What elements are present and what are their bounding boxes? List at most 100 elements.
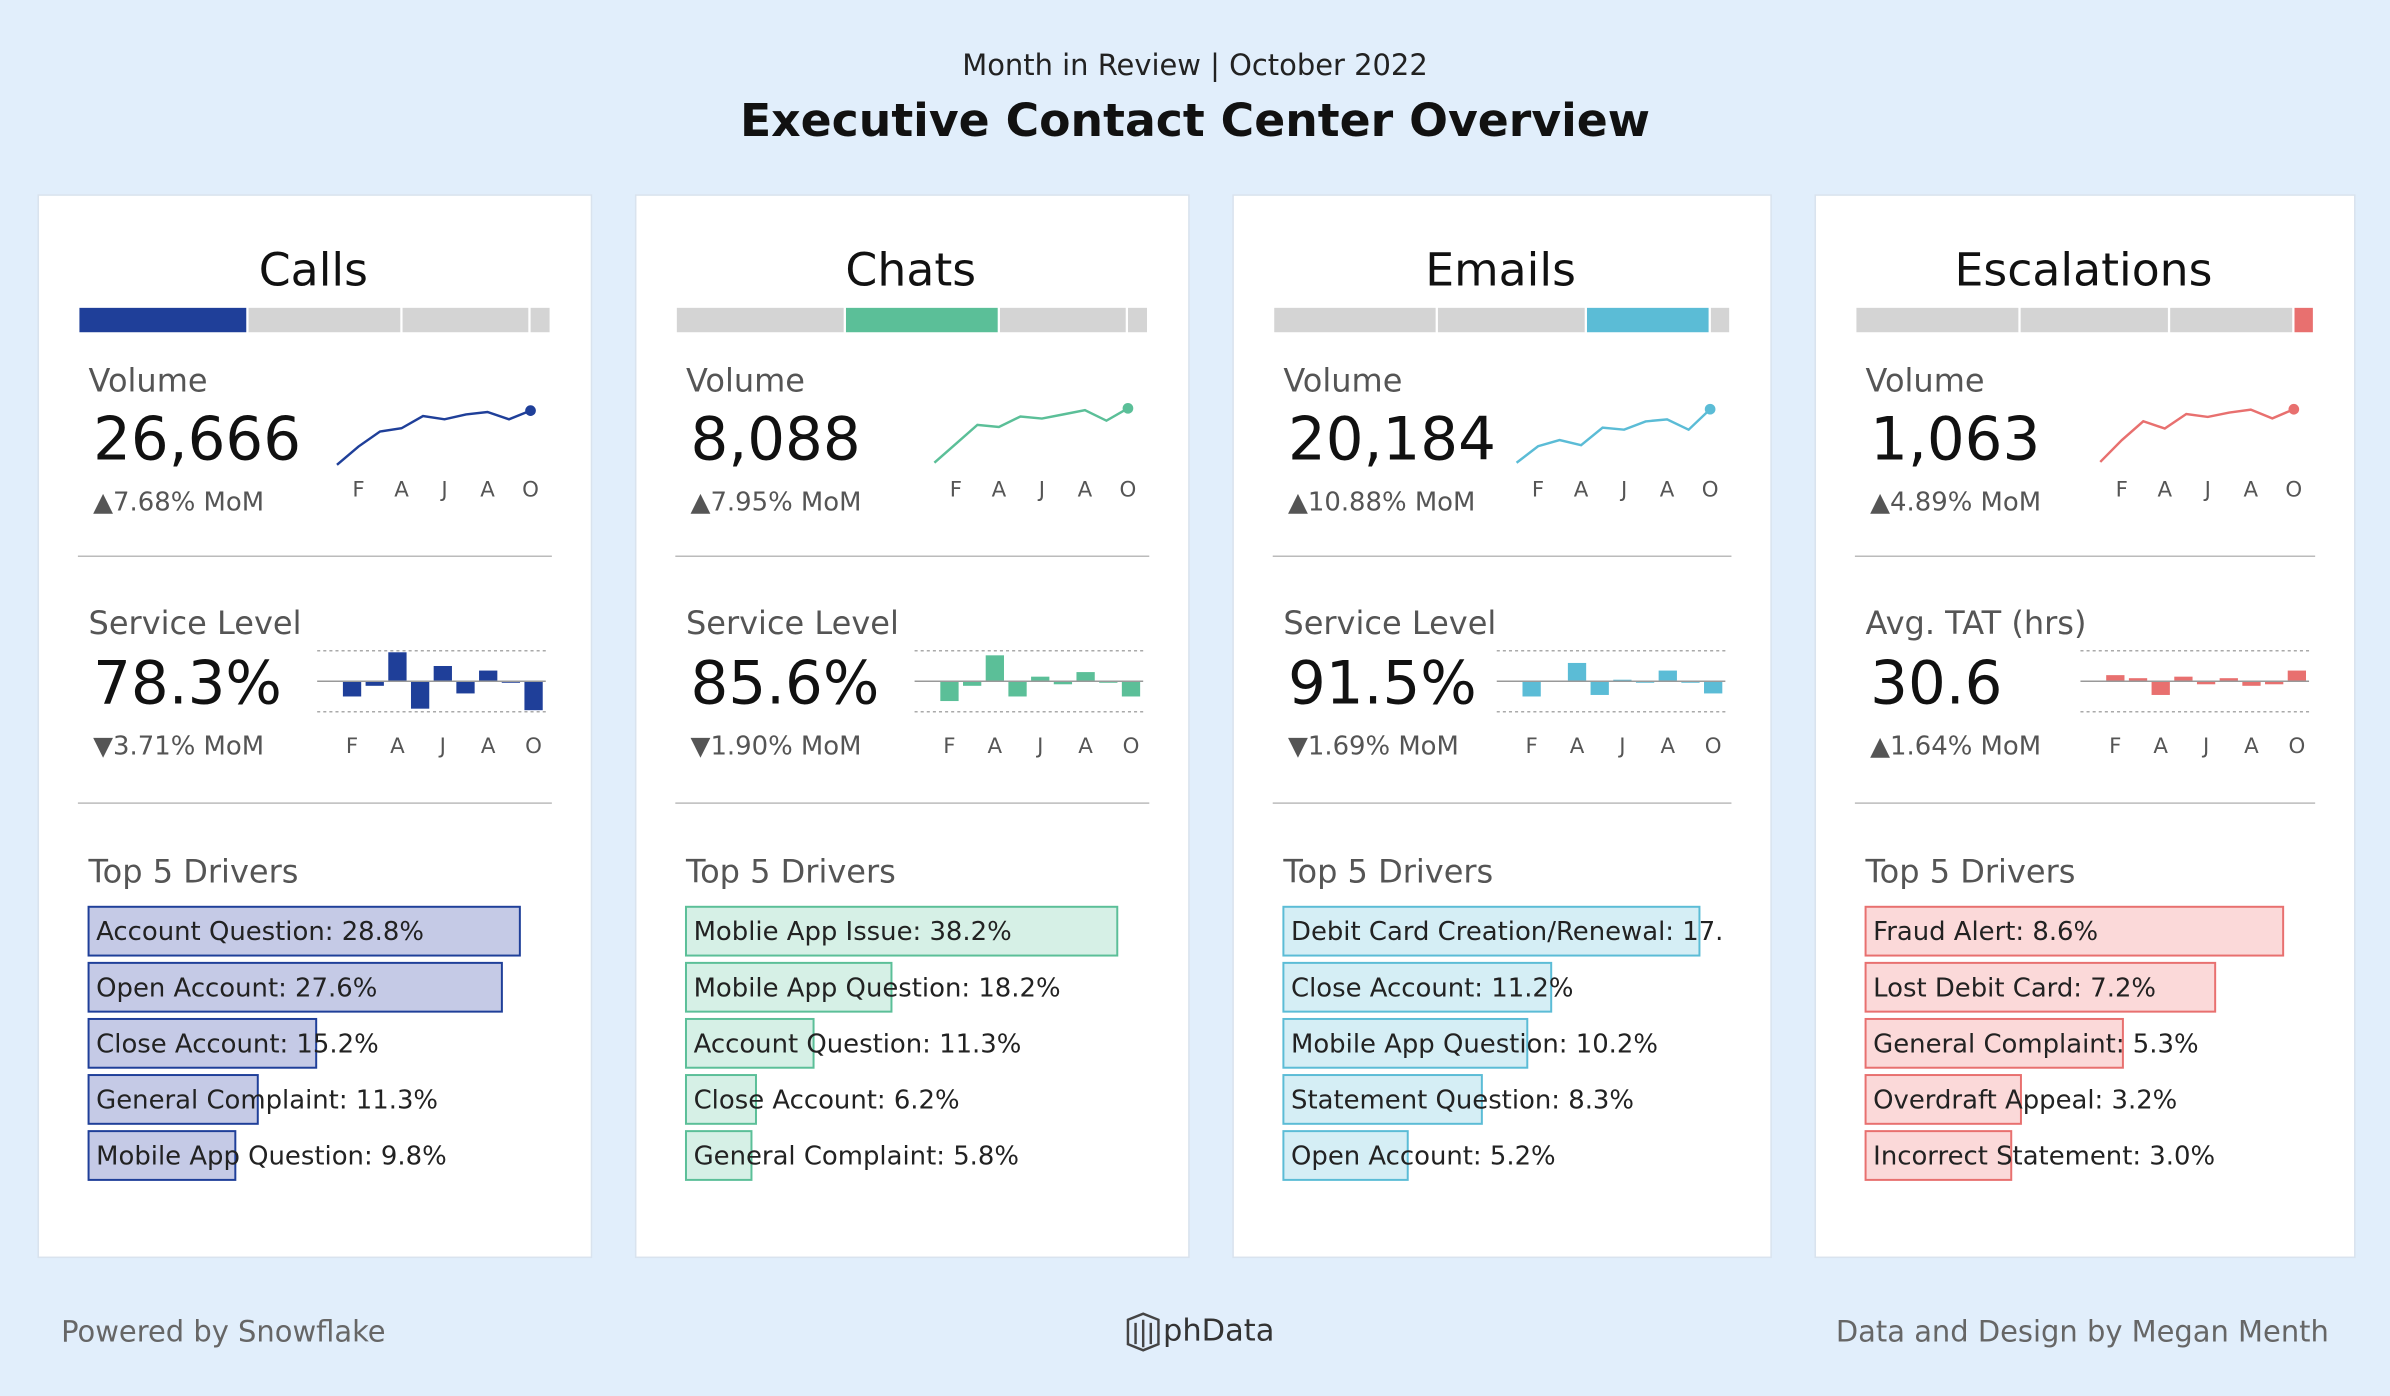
driver-bar: [1864, 1017, 2124, 1069]
month-label: A: [1660, 734, 1675, 759]
deviation-bar: [2219, 678, 2238, 682]
metric-value: 20,184: [1288, 406, 1496, 475]
driver-label: Overdraft Appeal: 3.2%: [1873, 1085, 2177, 1115]
metric-label: Volume: [1866, 362, 1985, 400]
month-label: O: [525, 734, 542, 759]
month-label: A: [480, 478, 495, 503]
deviation-bar: [456, 681, 475, 694]
subtitle: Month in Review | October 2022: [962, 48, 1428, 82]
deviation-bar: [524, 681, 543, 711]
month-label: O: [2285, 478, 2302, 503]
month-label: J: [1037, 478, 1045, 503]
metric-value: 26,666: [93, 406, 301, 475]
metric-value: 8,088: [691, 406, 861, 475]
title: Executive Contact Center Overview: [740, 94, 1650, 147]
metric-change: ▲10.88% MoM: [1288, 487, 1475, 517]
driver-label: Account Question: 28.8%: [96, 917, 424, 947]
driver-bar: [1282, 1130, 1409, 1181]
drivers-title: Top 5 Drivers: [1865, 852, 2076, 890]
month-label: O: [2288, 734, 2305, 759]
month-label: J: [1619, 478, 1627, 503]
month-label: F: [2109, 734, 2121, 759]
driver-label: Mobile App Question: 10.2%: [1291, 1029, 1658, 1059]
driver-label: Moblie App Issue: 38.2%: [694, 917, 1012, 947]
strip-segment: [676, 307, 844, 333]
month-label: J: [438, 734, 446, 759]
deviation-bar: [1121, 681, 1141, 697]
deviation-bar: [2196, 681, 2216, 685]
strip-segment: [402, 307, 529, 333]
footer-right: Data and Design by Megan Menth: [1836, 1315, 2329, 1349]
month-label: O: [1702, 478, 1719, 503]
strip-segment: [1437, 307, 1585, 333]
strip-segment: [530, 307, 550, 333]
sparkline: [2099, 408, 2295, 463]
deviation-bar: [2242, 681, 2261, 686]
month-label: A: [481, 734, 496, 759]
drivers-title: Top 5 Drivers: [685, 852, 896, 890]
month-label: J: [2201, 734, 2209, 759]
month-label: F: [1532, 478, 1544, 503]
driver-label: Open Account: 5.2%: [1291, 1142, 1556, 1172]
strip-segment: [999, 307, 1126, 333]
month-label: O: [1705, 734, 1722, 759]
drivers: Fraud Alert: 8.6% Lost Debit Card: 7.2% Ge…: [1864, 905, 2285, 1181]
driver-label: Mobile App Question: 9.8%: [96, 1142, 447, 1172]
drivers-title: Top 5 Drivers: [1282, 852, 1493, 890]
driver-label: Lost Debit Card: 7.2%: [1873, 973, 2156, 1003]
strip-segment: [2170, 307, 2293, 333]
panel: Escalations Volume 1,063 ▲4.89% MoM F A J A O Avg…: [1814, 194, 2356, 1259]
panel-title: Calls: [259, 243, 368, 296]
metric-label: Volume: [1283, 362, 1402, 400]
strip-segment: [2294, 307, 2313, 333]
driver-label: Fraud Alert: 8.6%: [1873, 917, 2098, 947]
metric-label: Volume: [89, 362, 208, 400]
driver-label: Open Account: 27.6%: [96, 973, 377, 1003]
metric-change: ▲7.68% MoM: [93, 487, 264, 517]
driver-label: Account Question: 11.3%: [694, 1029, 1022, 1059]
sparkline-end: [2288, 403, 2300, 415]
driver-bar: [87, 1017, 318, 1069]
driver-label: Close Account: 6.2%: [694, 1085, 960, 1115]
deviation-bar: [410, 681, 430, 709]
deviation-bar: [1031, 676, 1050, 682]
footer-left: Powered by Snowflake: [61, 1315, 386, 1349]
drivers: Debit Card Creation/Renewal: 17.4% Close …: [1282, 905, 1764, 1181]
driver-label: Close Account: 11.2%: [1291, 973, 1574, 1003]
driver-label: Debit Card Creation/Renewal: 17.4%: [1291, 917, 1764, 947]
month-label: J: [1035, 734, 1043, 759]
month-label: F: [950, 478, 962, 503]
month-label: J: [439, 478, 447, 503]
month-label: A: [2244, 478, 2259, 503]
deviation-bar: [963, 681, 982, 686]
month-label: A: [1078, 734, 1093, 759]
month-label: F: [943, 734, 955, 759]
month-label: O: [1120, 478, 1137, 503]
panel: Chats Volume 8,088 ▲7.95% MoM F A J A O Service L…: [634, 194, 1190, 1259]
metric-change: ▼3.71% MoM: [93, 731, 264, 761]
month-label: A: [2244, 734, 2259, 759]
deviation-bar: [1076, 672, 1095, 682]
driver-bar: [1282, 905, 1701, 957]
sparkline: [336, 409, 531, 466]
deviation-bar: [2128, 678, 2148, 682]
metric-change: ▼1.69% MoM: [1288, 731, 1459, 761]
metric-change: ▼1.90% MoM: [691, 731, 862, 761]
driver-label: General Complaint: 11.3%: [96, 1085, 438, 1115]
driver-label: General Complaint: 5.3%: [1873, 1029, 2198, 1059]
drivers: Moblie App Issue: 38.2% Mobile App Questi…: [684, 905, 1119, 1181]
driver-bar: [684, 1074, 757, 1125]
driver-bar: [87, 905, 521, 957]
sparkline-end: [525, 405, 536, 416]
panel: Emails Volume 20,184 ▲10.88% MoM F A J A O Servic…: [1232, 194, 1772, 1259]
deviation-bar: [940, 681, 959, 702]
driver-bar: [1864, 961, 2217, 1013]
metric-value: 30.6: [1870, 649, 2002, 718]
driver-bar: [684, 1017, 815, 1069]
driver-bar: [1864, 1074, 2022, 1125]
panel-title: Chats: [845, 243, 976, 296]
panel: Calls Volume 26,666 ▲7.68% MoM F A J A O Service …: [37, 194, 593, 1259]
metric-change: ▲1.64% MoM: [1870, 731, 2041, 761]
driver-label: General Complaint: 5.8%: [694, 1142, 1019, 1172]
strip-segment: [1128, 307, 1147, 333]
